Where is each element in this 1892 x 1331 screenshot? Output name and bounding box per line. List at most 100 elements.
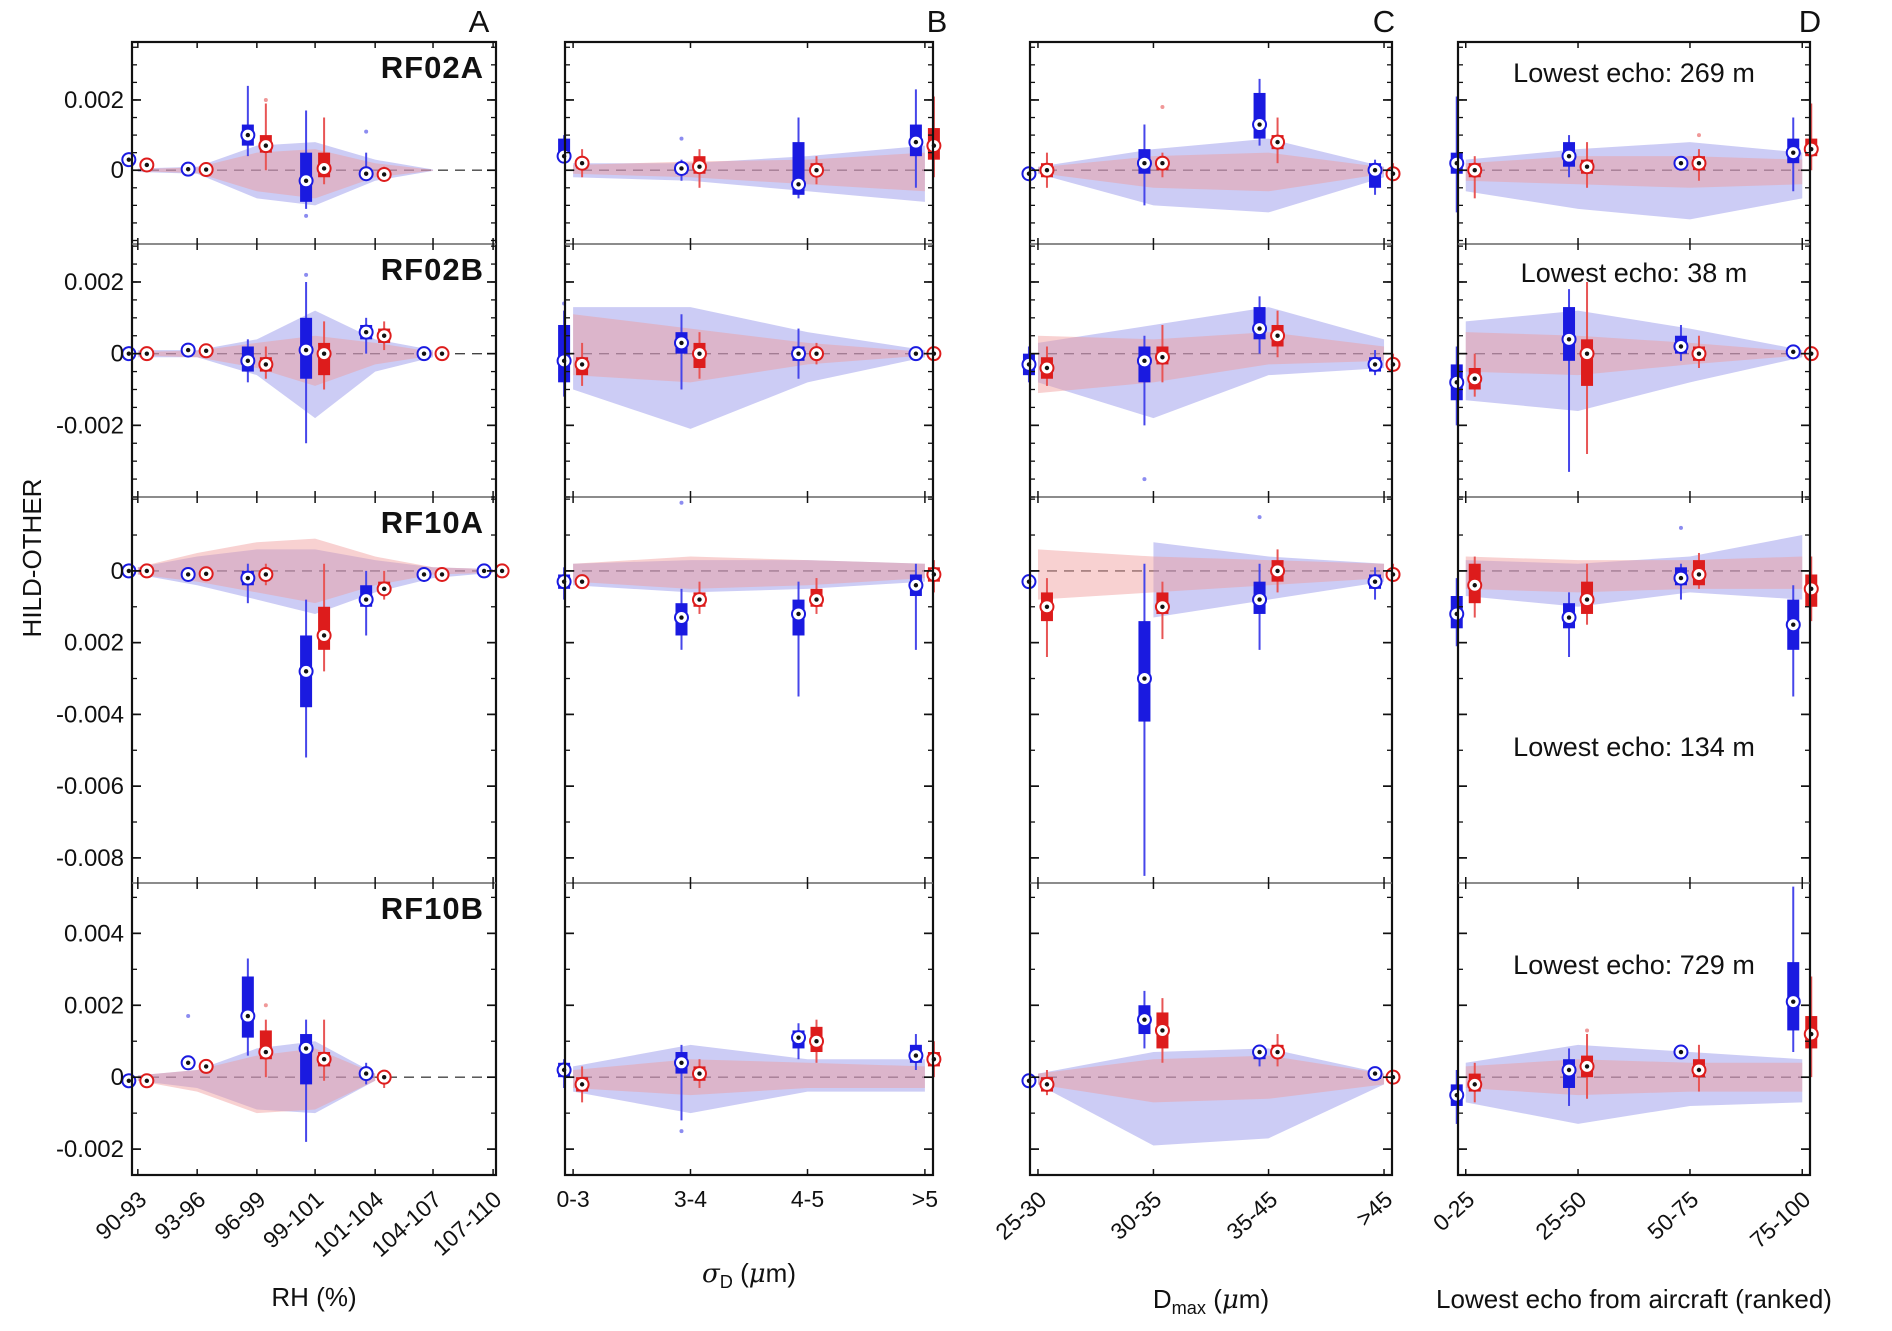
panel-rf02b-b [556, 301, 942, 429]
pink-violin-band [1465, 1059, 1803, 1096]
outlier-dot [364, 129, 369, 134]
outlier-dot [304, 213, 309, 218]
column-b [556, 40, 942, 1177]
pink-violin-band [1037, 549, 1385, 600]
outlier-dot [679, 500, 684, 505]
panel-rf10b-b [556, 1019, 942, 1134]
panel-rf02b-c [1021, 296, 1401, 482]
x-axis-title-lowest-echo: Lowest echo from aircraft (ranked) [1436, 1284, 1832, 1314]
outlier-dot [1257, 515, 1262, 520]
y-tick-label: -0.002 [56, 412, 124, 439]
x-tick-label: 4-5 [790, 1186, 825, 1212]
panel-rf02a-d [1449, 96, 1819, 220]
x-tick-label: 3-4 [673, 1186, 708, 1212]
panel-letter-b: B [926, 4, 948, 39]
pink-violin-band [137, 538, 494, 604]
blue-violin-band [1037, 138, 1385, 213]
outlier-dot [304, 272, 309, 277]
pink-violin-band [1037, 152, 1385, 192]
panel-rf02a-a [121, 85, 496, 218]
annotation-lowest-echo-4: Lowest echo: 729 m [1513, 950, 1755, 980]
outlier-dot [1160, 104, 1165, 109]
blue-violin-band [573, 145, 925, 202]
row-title-rf02a: RF02A [380, 50, 484, 85]
blue-violin-band [1037, 307, 1385, 419]
outlier-dot [1142, 477, 1147, 482]
y-tick-label: 0.004 [64, 920, 124, 947]
y-tick-label: 0.002 [64, 630, 124, 657]
pink-violin-band [573, 556, 925, 589]
y-tick-label: 0 [111, 341, 124, 368]
panel-letter-c: C [1372, 4, 1396, 39]
pink-violin-band [573, 314, 925, 383]
panel-rf10b-c [1021, 990, 1401, 1146]
row-title-rf02b: RF02B [380, 252, 484, 287]
panel-rf02a-b [556, 89, 942, 202]
x-axis-title-sigma-d: σD (μm) [701, 1258, 796, 1293]
panel-rf10a-b [556, 500, 942, 697]
outlier-dot [679, 136, 684, 141]
panel-border [563, 40, 935, 1177]
pink-violin-band [137, 1048, 376, 1114]
pink-violin-band [573, 152, 925, 192]
panel-rf10a-c [1021, 515, 1401, 876]
column-d [1449, 40, 1819, 1177]
blue-violin-band [1153, 542, 1385, 618]
y-axis-label: HILD-OTHER [17, 478, 47, 638]
panel-border [1028, 40, 1394, 1177]
panel-rf10b-a [121, 958, 496, 1142]
blue-violin-band [1465, 142, 1803, 220]
y-tick-label: 0 [111, 157, 124, 184]
outlier-dot [263, 1003, 268, 1008]
pink-violin-band [1465, 332, 1803, 376]
blue-violin-band [1037, 1048, 1385, 1146]
row-title-rf10b: RF10B [380, 891, 484, 926]
column-c [1021, 40, 1401, 1177]
pink-violin-band [137, 149, 434, 199]
row-title-rf10a: RF10A [380, 505, 484, 540]
y-tick-label: 0 [111, 558, 124, 585]
annotation-lowest-echo-2: Lowest echo: 38 m [1520, 258, 1748, 288]
y-tick-label: -0.008 [56, 845, 124, 872]
panel-border [1456, 40, 1812, 1177]
blue-violin-band [137, 1041, 376, 1114]
pink-violin-band [137, 335, 434, 386]
annotation-lowest-echo-3: Lowest echo: 134 m [1513, 732, 1755, 762]
y-tick-label: 0.002 [64, 992, 124, 1019]
blue-violin-band [137, 142, 434, 206]
panel-rf02b-d [1449, 281, 1819, 472]
y-tick-label: 0.002 [64, 87, 124, 114]
blue-violin-band [137, 310, 434, 419]
blue-violin-band [573, 560, 925, 593]
x-tick-label: >5 [911, 1186, 938, 1212]
pink-violin-band [573, 1059, 925, 1096]
blue-violin-band [573, 307, 925, 429]
x-tick-label: 0-3 [556, 1186, 590, 1212]
outlier-dot [186, 1014, 191, 1019]
panel-rf10a-a [121, 538, 510, 758]
panel-border [130, 40, 498, 1177]
column-a: 0.002 0 0.002 0 -0.002 0 0.002 -0.004 -0.006 -0.0… [56, 40, 510, 1177]
y-tick-label: -0.002 [56, 1136, 124, 1163]
blue-violin-band [573, 1044, 925, 1114]
y-tick-label: -0.004 [56, 701, 124, 728]
x-axis-title-rh: RH (%) [271, 1282, 357, 1312]
pink-violin-band [1037, 1055, 1385, 1103]
panel-letter-d: D [1798, 4, 1822, 39]
blue-violin-band [1465, 1044, 1803, 1124]
pink-violin-band [1037, 332, 1385, 394]
pink-violin-band [1465, 556, 1803, 593]
outlier-dot [679, 1129, 684, 1134]
outlier-dot [1678, 525, 1683, 530]
blue-violin-band [1465, 310, 1803, 411]
outlier-dot [1696, 133, 1701, 138]
panel-rf10b-d [1449, 886, 1819, 1124]
pink-violin-band [1465, 156, 1803, 188]
panel-rf02a-c [1021, 78, 1401, 213]
panel-rf10a-d [1449, 525, 1819, 697]
blue-violin-band [137, 549, 494, 614]
panel-letter-a: A [468, 4, 490, 39]
annotation-lowest-echo-1: Lowest echo: 269 m [1513, 58, 1755, 88]
